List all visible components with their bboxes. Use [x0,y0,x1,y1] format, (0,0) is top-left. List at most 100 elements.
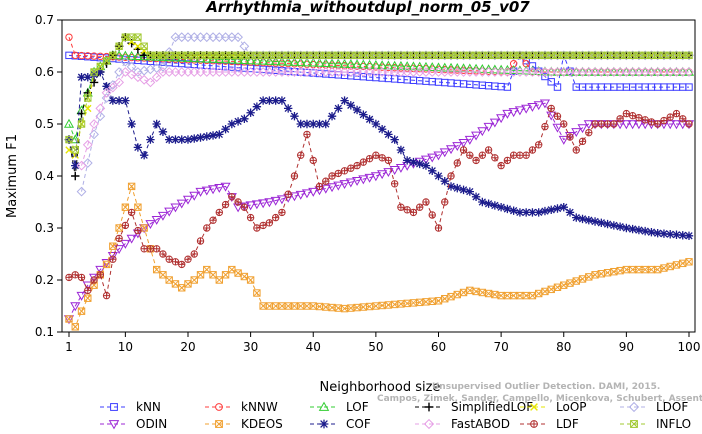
data-point [334,104,343,113]
data-point [259,222,267,229]
data-point [491,51,499,59]
data-point [359,51,367,59]
data-point [134,33,142,41]
data-point [365,115,374,124]
series-cof [64,67,694,240]
data-point [333,58,344,68]
data-point [477,127,488,137]
data-point [641,51,649,59]
data-point [422,51,430,59]
data-point [103,57,111,65]
data-point [203,266,211,274]
data-point [572,277,580,285]
data-point [276,56,287,66]
data-point [320,58,331,68]
data-point [76,160,87,171]
data-point [196,271,205,279]
data-point [226,54,237,64]
data-point [190,276,198,284]
data-point [209,271,217,279]
data-point [328,304,336,312]
data-point [397,204,405,211]
data-point [485,51,493,59]
x-tick-label: 40 [306,340,321,354]
data-point [121,203,129,211]
data-point [497,162,505,169]
data-point [264,56,275,65]
x-tick-label: 10 [118,340,133,354]
legend-item-knn: kNN [100,400,161,414]
data-point [139,151,149,160]
data-point [239,41,250,52]
data-point [403,206,411,213]
data-point [178,51,186,59]
data-point [259,302,267,310]
data-point [171,51,180,59]
data-point [540,206,550,216]
data-point [541,123,549,130]
data-point [541,72,549,81]
data-point [372,51,380,59]
data-point [521,104,532,114]
data-point [496,203,506,212]
data-point [341,51,349,59]
y-tick-label: 0.3 [35,221,54,235]
data-point [452,63,463,72]
data-point [315,119,324,129]
y-axis: 0.1 0.2 0.3 0.4 0.5 0.6 0.7 [35,13,62,339]
data-point [489,64,500,74]
data-point [234,51,242,59]
data-point [65,274,73,281]
data-point [295,190,306,200]
legend-item-odin: ODIN [100,417,167,431]
data-point [497,292,505,300]
data-point [510,152,517,159]
data-point [647,51,655,59]
data-point [246,108,255,117]
data-point [435,224,442,232]
data-point [228,266,236,274]
data-point [171,280,180,288]
data-point [659,229,669,238]
data-point [629,266,637,274]
data-point [301,57,313,67]
legend-label: FastABOD [451,417,510,431]
x-tick-label: 20 [180,340,195,354]
data-point [127,182,136,191]
data-point [560,120,567,128]
data-point [146,51,154,59]
data-point [233,54,244,64]
data-point [547,205,556,214]
data-point [420,61,432,71]
data-point [133,143,143,152]
data-point [465,187,475,196]
data-point [615,222,625,231]
data-point [460,146,467,154]
data-point [439,62,450,72]
legend-item-inflo: INFLO [620,417,691,431]
data-point [126,50,137,60]
data-point [121,33,129,41]
data-point [485,146,492,154]
data-point [660,51,668,59]
data-point [115,224,123,232]
data-point [77,73,86,82]
legend-label: LDF [556,417,579,431]
data-point [227,119,237,129]
data-point [395,163,406,173]
data-point [203,51,211,59]
data-point [471,192,481,201]
data-point [84,287,91,294]
data-point [251,200,262,210]
data-point [339,180,350,190]
data-point [428,297,436,305]
data-point [597,218,606,227]
data-point [641,266,649,274]
data-point [145,51,156,61]
data-point [83,73,92,82]
data-point [164,207,175,217]
data-point [65,136,73,144]
data-point [71,146,79,154]
data-point [409,157,418,167]
data-point [384,301,392,309]
